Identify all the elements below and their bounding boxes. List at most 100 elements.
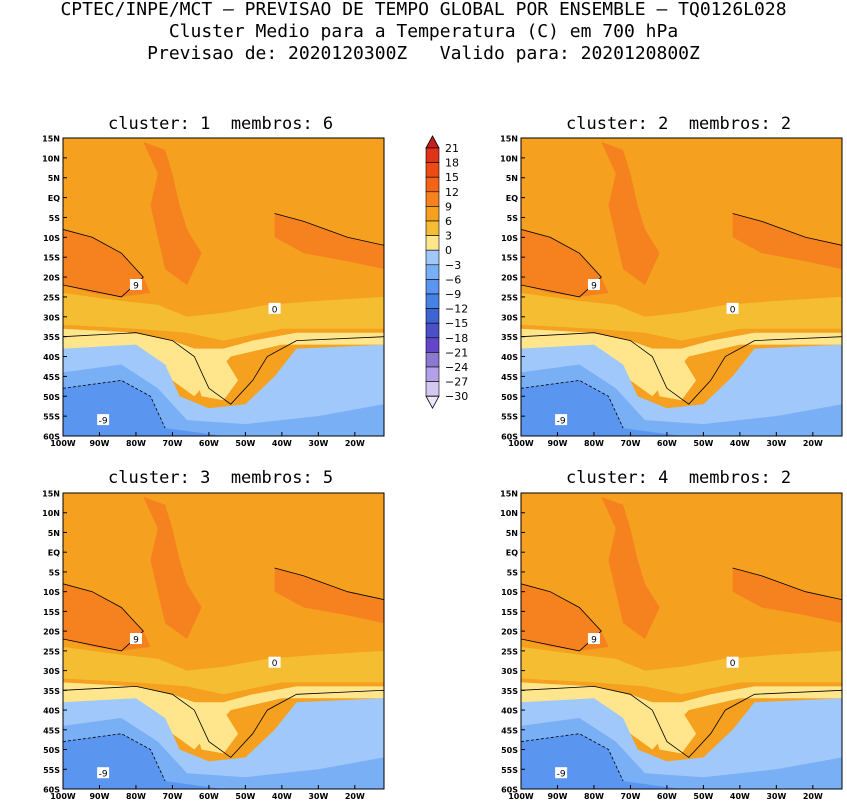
colorbar-label: 6 bbox=[445, 215, 452, 228]
map-panel-3: 9 0 -9 15N 10N 5N EQ 5S 10S 15S 20S 25S 30S 35S 40S 45S… bbox=[42, 490, 385, 801]
y-tick-label: EQ bbox=[48, 194, 60, 203]
contour-0 bbox=[521, 332, 842, 405]
y-tick-label: 50S bbox=[43, 746, 60, 755]
y-tick-label: 15N bbox=[500, 135, 518, 144]
contour-label-minus9: -9 bbox=[557, 417, 566, 427]
colorbar-label: −9 bbox=[445, 288, 461, 301]
y-tick-label: 20S bbox=[43, 274, 60, 283]
y-tick-label: 30S bbox=[43, 313, 60, 322]
contour-label-9: 9 bbox=[133, 282, 139, 292]
x-tick-label: 90W bbox=[89, 439, 109, 448]
contour-label-0-box bbox=[268, 656, 281, 668]
y-tick-label: 55S bbox=[501, 413, 518, 422]
colorbar-label: 9 bbox=[445, 200, 452, 213]
x-tick-label: 80W bbox=[584, 439, 604, 448]
subtitle-dates: Previsao de: 2020120300Z Valido para: 20… bbox=[147, 43, 700, 64]
band-9-12-atlantic bbox=[274, 213, 384, 270]
x-tick-label: 50W bbox=[693, 439, 713, 448]
colorbar-swatch bbox=[425, 220, 440, 236]
colorbar-swatch bbox=[425, 293, 440, 309]
colorbar-swatch bbox=[425, 191, 440, 207]
colorbar-swatch bbox=[425, 206, 440, 222]
band-3-6 bbox=[63, 293, 384, 341]
x-tick-label: 20W bbox=[803, 792, 823, 801]
y-tick-label: 5S bbox=[49, 568, 61, 577]
band-0-3-tongue bbox=[652, 348, 697, 401]
contour-9-atlantic bbox=[274, 567, 384, 600]
colorbar-swatch bbox=[425, 176, 440, 193]
colorbar-swatch bbox=[425, 264, 440, 280]
map-frame bbox=[62, 492, 385, 790]
y-tick-label: 50S bbox=[43, 393, 60, 402]
colorbar-swatch bbox=[425, 366, 440, 382]
colorbar-label: 18 bbox=[445, 157, 459, 170]
contour-9-west bbox=[63, 229, 144, 298]
y-tick-label: 45S bbox=[501, 373, 518, 382]
x-tick-label: 70W bbox=[162, 792, 182, 801]
colorbar-label: −21 bbox=[445, 346, 468, 359]
y-tick-label: 60S bbox=[501, 433, 518, 442]
y-tick-label: 5N bbox=[48, 174, 60, 183]
y-tick-label: 20S bbox=[501, 628, 518, 637]
x-tick-label: 40W bbox=[730, 439, 750, 448]
band-3-6 bbox=[521, 293, 842, 341]
y-tick-label: 5S bbox=[49, 214, 61, 223]
contour-label-0-box bbox=[726, 302, 739, 314]
y-tick-label: 25S bbox=[501, 647, 518, 656]
colorbar-label: −3 bbox=[445, 259, 461, 272]
colorbar-label: −18 bbox=[445, 332, 468, 345]
band-0-3-tongue bbox=[194, 702, 239, 754]
colorbar-swatch bbox=[425, 352, 440, 368]
x-tick-label: 30W bbox=[766, 792, 786, 801]
colorbar-swatch bbox=[425, 147, 440, 163]
x-tick-label: 90W bbox=[547, 439, 567, 448]
y-tick-label: 20S bbox=[501, 274, 518, 283]
y-tick-label: 25S bbox=[43, 647, 60, 656]
y-tick-label: 30S bbox=[501, 313, 518, 322]
x-tick-label: 20W bbox=[345, 792, 365, 801]
x-tick-label: 70W bbox=[162, 439, 182, 448]
y-tick-label: 50S bbox=[501, 746, 518, 755]
y-tick-label: 40S bbox=[43, 707, 60, 716]
y-tick-label: 15S bbox=[501, 254, 518, 263]
contour-label-0: 0 bbox=[272, 305, 278, 315]
colorbar-label: 15 bbox=[445, 171, 459, 184]
colorbar-label: −24 bbox=[445, 361, 468, 374]
colorbar-swatch bbox=[425, 162, 440, 178]
y-tick-label: 5S bbox=[507, 214, 519, 223]
x-tick-label: 60W bbox=[199, 792, 219, 801]
contour-label-minus9-box bbox=[97, 414, 110, 426]
y-tick-label: 15N bbox=[42, 135, 60, 144]
y-tick-label: 40S bbox=[501, 353, 518, 362]
x-tick-label: 30W bbox=[308, 439, 328, 448]
main-title: CPTEC/INPE/MCT – PREVISAO DE TEMPO GLOBA… bbox=[60, 0, 787, 20]
colorbar-swatch bbox=[425, 381, 440, 397]
y-tick-label: 10N bbox=[500, 509, 518, 518]
colorbar-bottom-arrow bbox=[425, 395, 440, 410]
contour-label-minus9-box bbox=[97, 767, 110, 779]
contour-label-9: 9 bbox=[591, 282, 597, 292]
map-frame bbox=[520, 492, 843, 790]
subtitle-variable: Cluster Medio para a Temperatura (C) em … bbox=[168, 21, 679, 42]
contour-minus9 bbox=[63, 379, 166, 429]
contour-9-west bbox=[63, 583, 144, 652]
contour-label-minus9-box bbox=[555, 414, 568, 426]
contour-label-0: 0 bbox=[272, 659, 278, 669]
y-tick-label: 35S bbox=[501, 687, 518, 696]
y-tick-label: 45S bbox=[501, 726, 518, 735]
x-tick-label: 20W bbox=[803, 439, 823, 448]
x-tick-label: 50W bbox=[235, 439, 255, 448]
y-tick-label: 30S bbox=[43, 667, 60, 676]
y-tick-label: 10S bbox=[43, 234, 60, 243]
contour-label-minus9-box bbox=[555, 767, 568, 779]
y-tick-label: 15S bbox=[43, 608, 60, 617]
x-tick-label: 40W bbox=[272, 439, 292, 448]
contour-minus9 bbox=[521, 733, 624, 782]
y-tick-label: 45S bbox=[43, 373, 60, 382]
panel-title-cluster-1: cluster: 1 membros: 6 bbox=[108, 114, 334, 134]
y-tick-label: 10S bbox=[501, 234, 518, 243]
contour-label-9-box bbox=[129, 279, 142, 291]
contour-label-0-box bbox=[268, 302, 281, 314]
